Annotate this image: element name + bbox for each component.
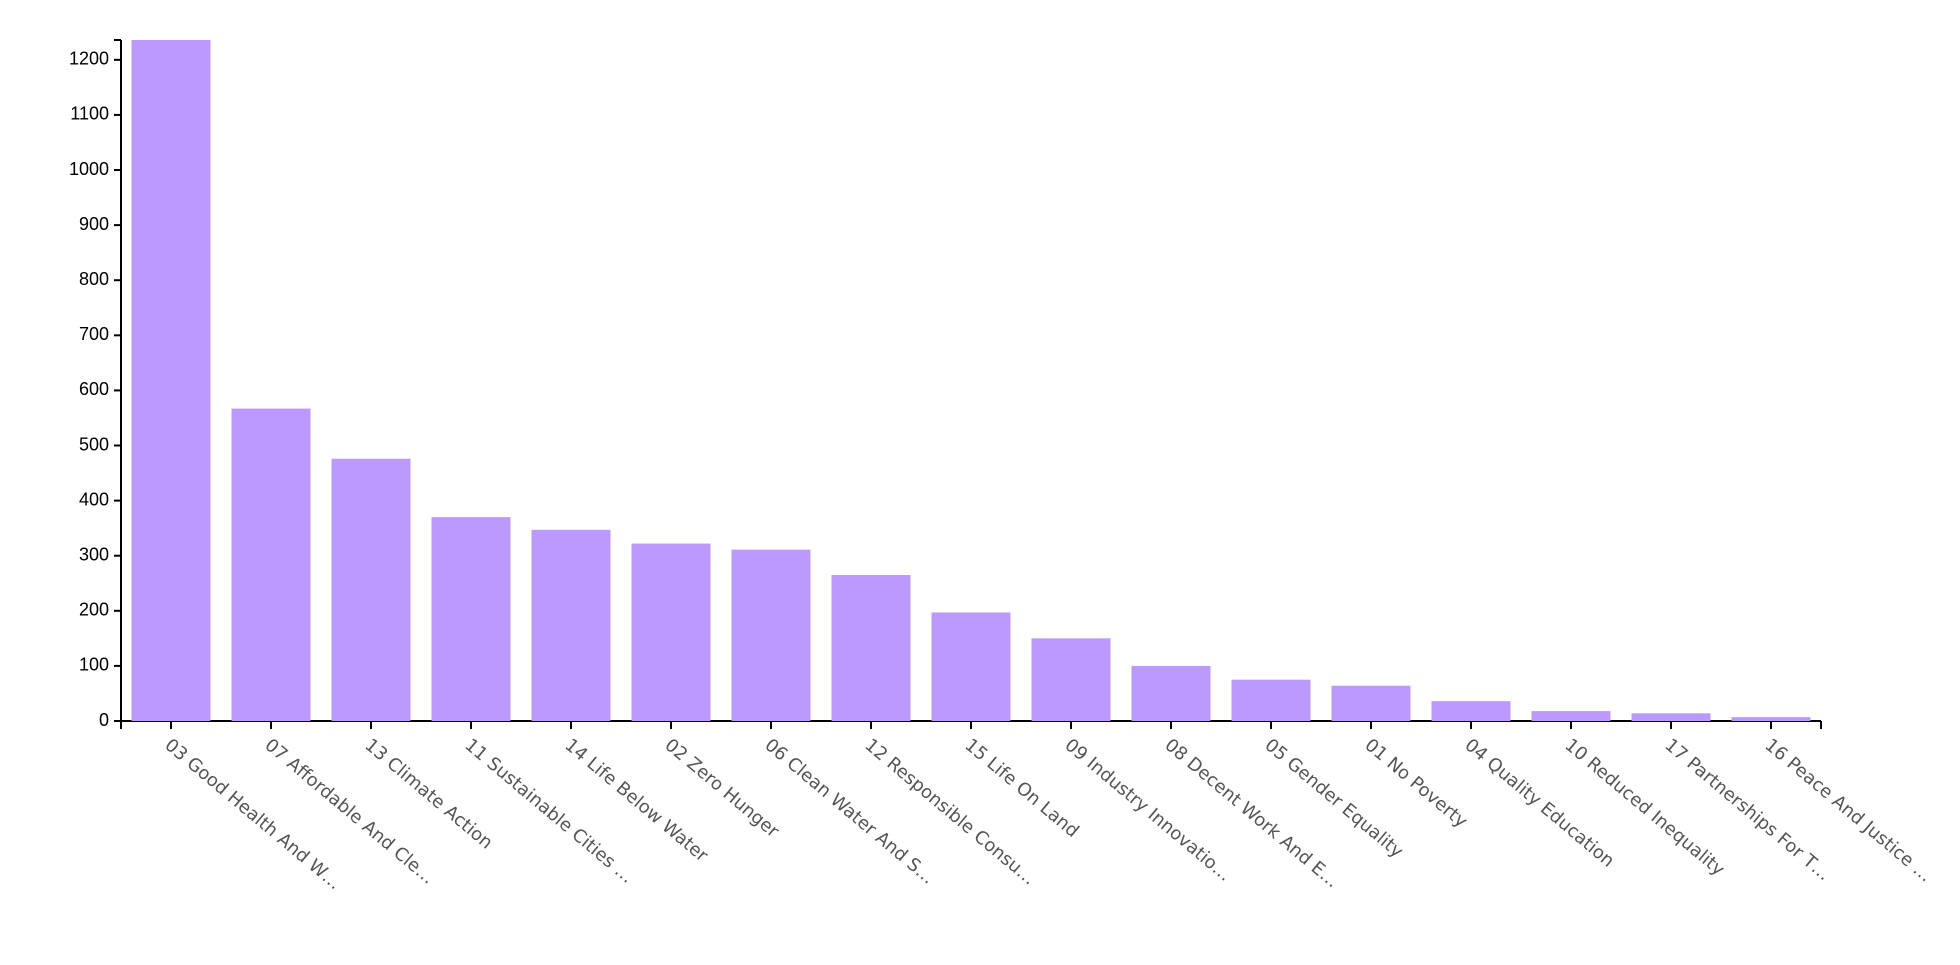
y-tick-label: 700 [79,324,109,344]
bar [831,574,911,721]
bar [731,549,811,721]
bar [1731,717,1811,721]
bar [1431,701,1511,721]
bar [331,458,411,721]
bar [1231,679,1311,721]
x-tick-label: 07 Affordable And Cle… [261,735,439,889]
bar [631,543,711,721]
bar [531,529,611,721]
bar [1331,685,1411,721]
bar [131,40,211,721]
x-tick-label: 11 Sustainable Cities … [461,735,638,888]
x-tick-label: 08 Decent Work And E… [1161,735,1343,893]
y-tick-label: 600 [79,379,109,399]
bar [1031,638,1111,721]
x-tick-label: 06 Clean Water And S… [761,735,939,889]
y-tick-label: 400 [79,489,109,509]
y-tick-label: 1100 [70,104,109,124]
bar [431,517,511,721]
x-tick-label: 17 Partnerships For T… [1661,735,1835,886]
x-tick-label: 09 Industry Innovatio… [1061,735,1236,886]
bar [1531,711,1611,721]
y-tick-label: 300 [79,544,109,564]
y-tick-label: 500 [79,434,109,454]
y-tick-label: 1000 [69,159,109,179]
bar [931,612,1011,721]
x-tick-label: 10 Reduced Inequality [1561,735,1729,881]
y-tick-label: 1200 [69,49,109,69]
y-tick-label: 100 [79,655,109,675]
x-tick-label: 03 Good Health And W… [161,735,346,895]
bar [1131,665,1211,721]
bar [231,408,311,721]
x-tick-label: 16 Peace And Justice … [1761,735,1936,887]
y-tick-label: 200 [79,600,109,620]
y-tick-label: 900 [79,214,109,234]
bar [1631,713,1711,721]
x-tick-label: 12 Responsible Consu… [861,735,1040,890]
x-tick-label: 01 No Poverty [1361,735,1472,833]
y-tick-label: 800 [79,269,109,289]
y-tick-label: 0 [99,710,109,730]
